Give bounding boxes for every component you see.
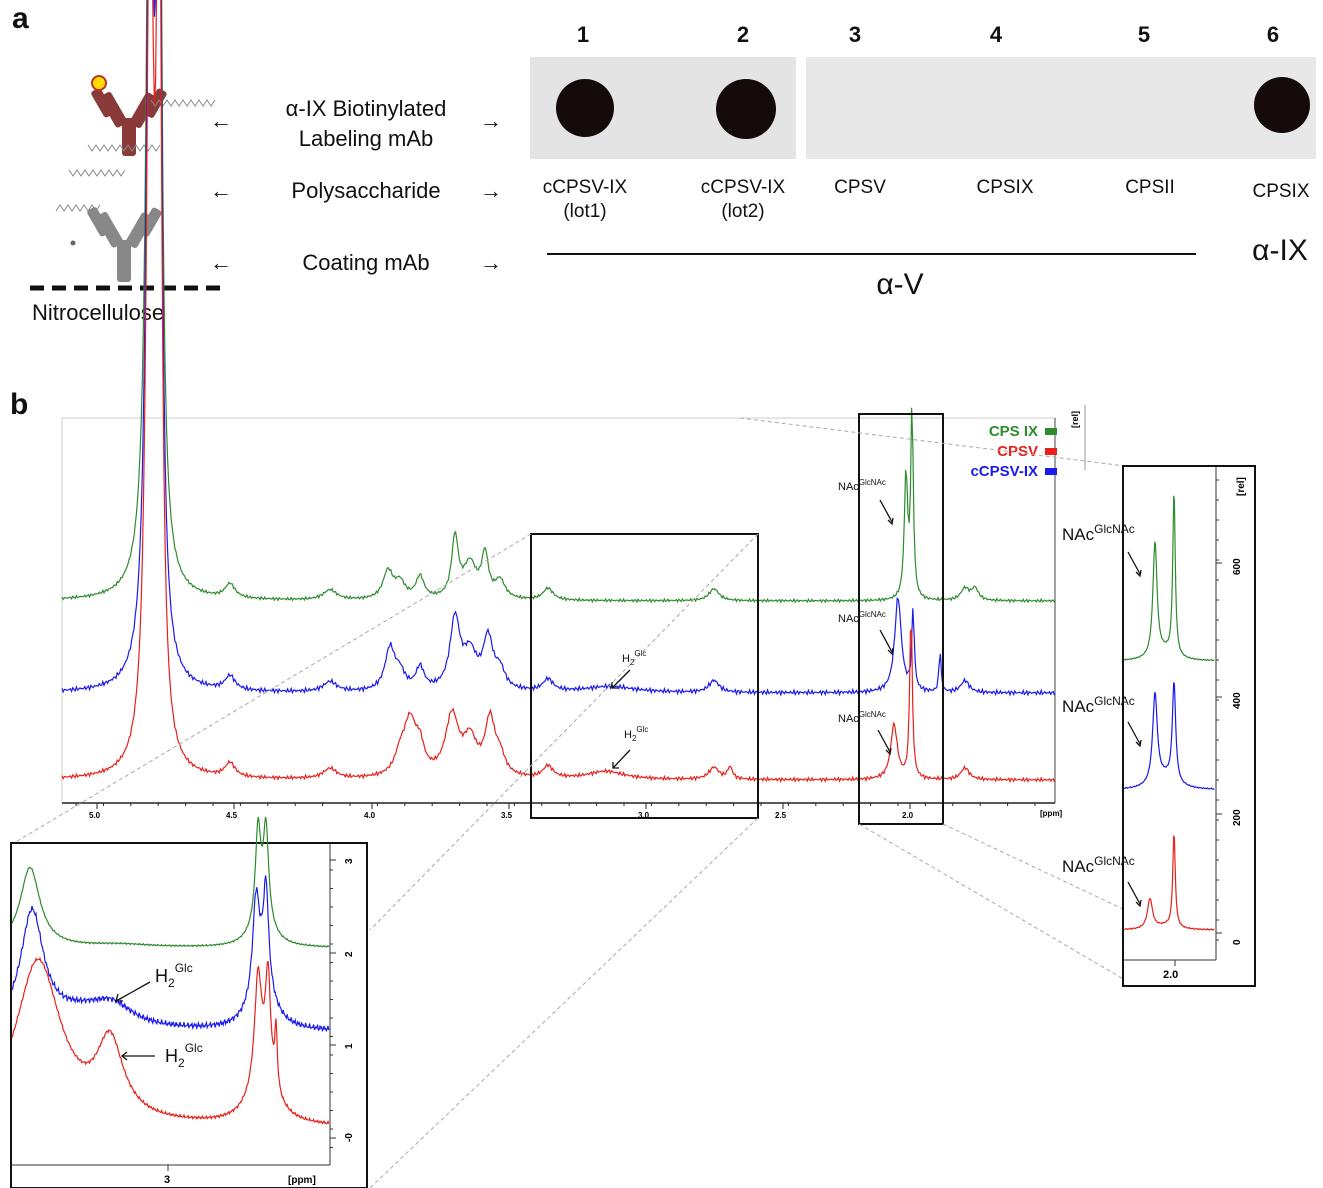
main-annotations: NAcGlcNAc NAcGlcNAc NAcGlcNAc H2Glc H2Gl… bbox=[622, 478, 886, 743]
legend-swatch bbox=[1045, 448, 1057, 455]
nac-y-tick-label: 600 bbox=[1232, 558, 1243, 575]
nac-annotation: NAcGlcNAc bbox=[838, 710, 886, 725]
h2-zoom-box bbox=[530, 533, 759, 819]
nac-y-ticks: 600 400 200 0 bbox=[1216, 479, 1243, 945]
h2-y-tick-label: 3 bbox=[344, 858, 355, 864]
legend-label: CPSV bbox=[997, 443, 1038, 460]
svg-text:NAcGlcNAc: NAcGlcNAc bbox=[1062, 694, 1135, 716]
labeling-antibody-icon bbox=[91, 88, 167, 156]
dot-blot-strip-2 bbox=[806, 57, 1316, 159]
nac-zoom-annotations: NAcGlcNAc NAcGlcNAc NAcGlcNAc bbox=[1062, 522, 1135, 876]
sample-label: CPSIX bbox=[976, 177, 1034, 198]
lane-number: 5 bbox=[1137, 22, 1151, 47]
nac-zoom-box bbox=[858, 413, 944, 825]
ccpsv-ix-spectrum-line bbox=[61, 0, 1055, 697]
lane-number: 1 bbox=[576, 22, 590, 47]
svg-text:H2Glc: H2Glc bbox=[165, 1041, 203, 1070]
nac-zoom-arrows bbox=[1127, 551, 1142, 908]
legend-label: cCPSV-IX bbox=[970, 463, 1038, 480]
main-x-tick-label: 4.0 bbox=[364, 811, 376, 820]
biotin-icon bbox=[91, 75, 107, 91]
h2-y-ticks: 3 2 1 -0 bbox=[330, 858, 355, 1148]
h2-annotation: H2Glc bbox=[622, 649, 646, 667]
lane-number: 3 bbox=[848, 22, 862, 47]
main-x-tick-label: 3.5 bbox=[501, 811, 513, 820]
h2-y-tick-label: 1 bbox=[344, 1043, 355, 1049]
legend-label: CPS IX bbox=[989, 423, 1038, 440]
main-x-ticks: 5.0 4.5 4.0 3.5 3.0 2.5 2.0 bbox=[75, 803, 1036, 820]
main-annotation-arrows bbox=[611, 499, 894, 769]
nac-zoom-cpsv-line bbox=[1124, 835, 1215, 931]
h2-zoom-panel-frame bbox=[10, 842, 368, 1188]
nac-zoom-ccpsv-ix-line bbox=[1123, 682, 1215, 790]
legend-swatch bbox=[1045, 468, 1057, 475]
dot-spot-6 bbox=[1254, 77, 1310, 133]
cpsv-spectrum-line bbox=[61, 0, 1055, 784]
main-x-tick-label: 4.5 bbox=[226, 811, 238, 820]
dot-spot-1 bbox=[556, 79, 614, 137]
coating-mab-label: Coating mAb bbox=[302, 250, 430, 275]
h2-zoom-cpsv-line bbox=[11, 956, 330, 1125]
nac-annotation: NAcGlcNAc bbox=[838, 478, 886, 493]
h2-zoom-annotations: H2Glc H2Glc bbox=[155, 961, 203, 1070]
alpha-ix-label: α-IX bbox=[1252, 234, 1308, 267]
h2-zoom-arrows bbox=[115, 981, 155, 1061]
arrow-right-labeling: → bbox=[480, 108, 502, 133]
sample-label: cCPSV-IX (lot2) bbox=[700, 177, 786, 222]
lane-number: 2 bbox=[736, 22, 750, 47]
svg-text:NAcGlcNAc: NAcGlcNAc bbox=[1062, 854, 1135, 876]
arrow-left-coating: ← bbox=[210, 250, 232, 275]
h2-x-tick: 3 bbox=[164, 1174, 170, 1186]
arrow-left-polysaccharide: ← bbox=[210, 178, 232, 203]
arrow-right-coating: → bbox=[480, 250, 502, 275]
arrow-right-polysaccharide: → bbox=[480, 178, 502, 203]
h2-y-tick-label: -0 bbox=[344, 1133, 355, 1142]
svg-text:H2Glc: H2Glc bbox=[155, 961, 193, 990]
h2-y-tick-label: 2 bbox=[344, 951, 355, 957]
h2-annotation: H2Glc bbox=[624, 725, 648, 743]
lane-number: 4 bbox=[989, 22, 1003, 47]
main-y-unit: [rel] bbox=[1070, 411, 1080, 428]
main-x-tick-label: 2.5 bbox=[775, 811, 787, 820]
zoom-connector-lines bbox=[13, 417, 1126, 1188]
cps-ix-spectrum-line bbox=[61, 0, 1055, 604]
membrane-label: Nitrocellulose bbox=[32, 300, 165, 325]
panel-b-letter: b bbox=[10, 388, 29, 421]
main-legend: CPS IX CPSV cCPSV-IX bbox=[970, 423, 1057, 480]
main-x-tick-label: 5.0 bbox=[89, 811, 101, 820]
nac-zoom-cps-ix-line bbox=[1124, 495, 1215, 662]
sample-label: CPSV bbox=[834, 177, 886, 198]
main-x-tick-label: 3.0 bbox=[638, 811, 650, 820]
nac-y-tick-label: 200 bbox=[1232, 809, 1243, 826]
sample-label: CPSIX bbox=[1252, 181, 1310, 202]
panel-a-letter: a bbox=[12, 2, 29, 35]
sample-label: cCPSV-IX (lot1) bbox=[542, 177, 628, 222]
dot-spot-2 bbox=[716, 79, 776, 139]
nac-y-tick-label: 400 bbox=[1232, 692, 1243, 709]
alpha-v-label: α-V bbox=[876, 268, 924, 301]
nac-x-tick: 2.0 bbox=[1163, 969, 1178, 981]
main-x-unit: [ppm] bbox=[1040, 809, 1063, 818]
sample-label: CPSII bbox=[1125, 177, 1175, 198]
dot-blot-strip-1 bbox=[530, 57, 796, 159]
h2-zoom-ccpsv-ix-line bbox=[11, 875, 330, 1033]
h2-x-unit: [ppm] bbox=[288, 1175, 316, 1186]
polysaccharide-label: Polysaccharide bbox=[291, 178, 441, 203]
alpha-v-bracket-line bbox=[547, 253, 1196, 255]
nac-y-unit: [rel] bbox=[1236, 477, 1247, 496]
nac-annotation: NAcGlcNAc bbox=[838, 610, 886, 625]
arrow-left-labeling: ← bbox=[210, 108, 232, 133]
labeling-mab-label: α-IX Biotinylated Labeling mAb bbox=[285, 96, 447, 151]
main-x-tick-label: 2.0 bbox=[902, 811, 914, 820]
nac-zoom-panel-frame bbox=[1122, 465, 1256, 987]
legend-swatch bbox=[1045, 428, 1057, 435]
nac-y-tick-label: 0 bbox=[1232, 939, 1243, 945]
svg-text:NAcGlcNAc: NAcGlcNAc bbox=[1062, 522, 1135, 544]
lane-number: 6 bbox=[1266, 22, 1280, 47]
h2-zoom-cps-ix-line bbox=[11, 816, 330, 948]
